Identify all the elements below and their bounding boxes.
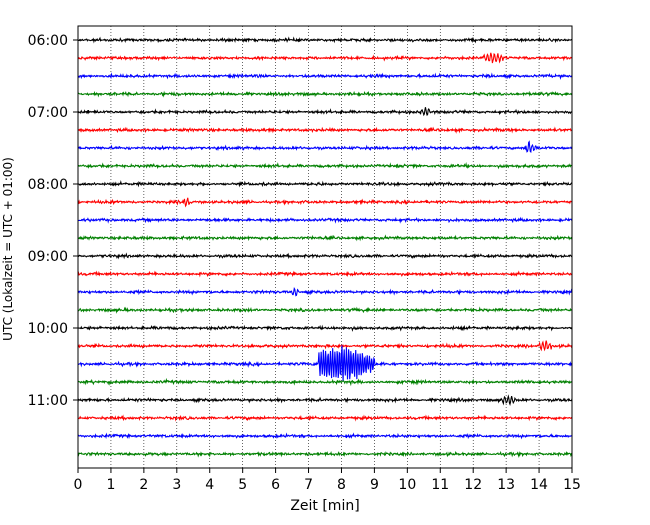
seismic-trace xyxy=(77,140,573,154)
x-tick-label: 10 xyxy=(398,477,416,493)
x-tick-label: 11 xyxy=(431,477,449,493)
x-tick-label: 13 xyxy=(497,477,515,493)
seismic-trace xyxy=(77,161,573,170)
seismic-trace xyxy=(77,414,573,422)
seismic-trace xyxy=(77,126,573,134)
x-tick-label: 5 xyxy=(238,477,247,493)
seismic-trace xyxy=(77,252,573,260)
x-tick-label: 1 xyxy=(106,477,115,493)
seismic-trace xyxy=(77,107,573,117)
trace-layer xyxy=(77,36,573,459)
seismic-trace xyxy=(77,286,573,297)
y-tick-label: 09:00 xyxy=(28,249,68,265)
tick-layer: 0 1 2 3 4 5 6 7 8 9 10 11 12 13 14 1506:0007:0008:0009:… xyxy=(28,33,581,493)
seismic-trace xyxy=(77,52,573,64)
seismic-trace xyxy=(77,394,573,407)
seismic-trace xyxy=(77,340,573,352)
seismic-trace xyxy=(77,197,573,208)
x-tick-label: 0 xyxy=(74,477,83,493)
seismic-trace xyxy=(77,450,573,459)
seismic-trace xyxy=(77,90,573,98)
x-tick-label: 15 xyxy=(563,477,581,493)
seismic-trace xyxy=(77,72,573,81)
seismic-trace xyxy=(77,377,573,387)
seismic-trace xyxy=(77,345,573,382)
seismic-trace xyxy=(77,234,573,242)
y-tick-label: 07:00 xyxy=(28,105,68,121)
y-tick-label: 06:00 xyxy=(28,33,68,49)
y-tick-label: 11:00 xyxy=(28,393,68,409)
x-tick-label: 8 xyxy=(337,477,346,493)
seismic-trace xyxy=(77,179,573,188)
seismic-trace xyxy=(77,270,573,278)
seismic-trace xyxy=(77,306,573,314)
seismic-trace xyxy=(77,324,573,332)
plot-frame xyxy=(77,25,573,469)
x-tick-label: 12 xyxy=(464,477,482,493)
x-tick-label: 14 xyxy=(530,477,548,493)
x-tick-label: 4 xyxy=(205,477,214,493)
y-tick-label: 10:00 xyxy=(28,321,68,337)
x-tick-label: 3 xyxy=(172,477,181,493)
y-tick-label: 08:00 xyxy=(28,177,68,193)
x-tick-label: 2 xyxy=(139,477,148,493)
x-tick-label: 6 xyxy=(271,477,280,493)
seismic-trace xyxy=(77,36,573,44)
x-tick-label: 7 xyxy=(304,477,313,493)
x-tick-label: 9 xyxy=(370,477,379,493)
seismic-trace xyxy=(77,216,573,224)
y-axis-label: UTC (Lokalzeit = UTC + 01:00) xyxy=(1,157,15,341)
seismic-trace xyxy=(77,432,573,440)
x-axis-label: Zeit [min] xyxy=(290,498,359,514)
